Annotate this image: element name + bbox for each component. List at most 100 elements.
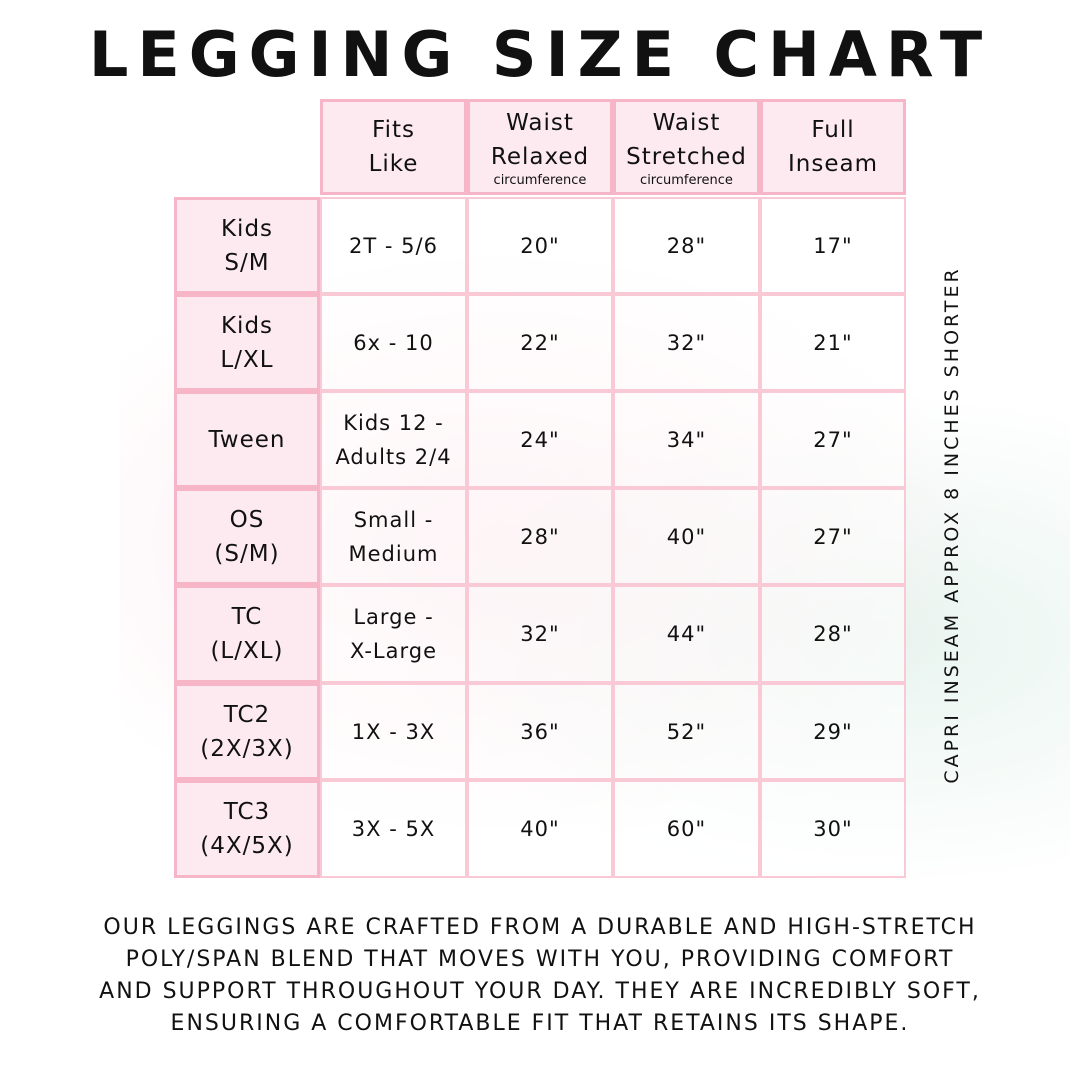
cell-text: OS	[229, 506, 265, 533]
cell-text: 30"	[813, 817, 853, 841]
fits-like-cell: Large - X-Large	[320, 585, 467, 683]
cell-text: Kids	[220, 215, 274, 242]
cell-text: 52"	[666, 719, 707, 744]
cell-text: 6x - 10	[353, 330, 434, 355]
inseam-cell: 30"	[760, 780, 906, 878]
cell-text: 28"	[813, 622, 853, 646]
waist-stretched-cell: 32"	[613, 294, 760, 391]
cell-text: Large -	[353, 605, 434, 629]
cell-text: TC	[231, 604, 263, 630]
column-header: Waist Stretched circumference	[613, 99, 760, 195]
row-header: Kids S/M	[174, 197, 320, 294]
waist-stretched-cell: 44"	[613, 585, 760, 683]
cell-text: 28"	[666, 233, 707, 258]
cell-text: (4X/5X)	[200, 833, 294, 859]
waist-relaxed-cell: 36"	[467, 683, 613, 780]
inseam-cell: 28"	[760, 585, 906, 683]
cell-text: Relaxed	[490, 144, 590, 170]
fits-like-cell: 1X - 3X	[320, 683, 467, 780]
capri-note: CAPRI INSEAM APPROX 8 INCHES SHORTER	[941, 266, 963, 784]
waist-stretched-cell: 52"	[613, 683, 760, 780]
cell-text: 2T - 5/6	[349, 233, 438, 258]
cell-text: 60"	[666, 817, 707, 841]
cell-text: Medium	[348, 541, 439, 566]
cell-text: 22"	[520, 330, 560, 355]
waist-stretched-cell: 28"	[613, 197, 760, 294]
row-header: TC (L/XL)	[174, 585, 320, 683]
cell-text: 28"	[520, 524, 560, 549]
fits-like-cell: Small - Medium	[320, 488, 467, 585]
cell-text: Waist	[652, 110, 721, 136]
cell-text: TC3	[223, 799, 271, 825]
cell-text: Kids	[220, 312, 274, 339]
cell-text: circumference	[640, 173, 733, 188]
waist-stretched-cell: 40"	[613, 488, 760, 585]
cell-text: 32"	[666, 330, 707, 355]
row-header: TC2 (2X/3X)	[174, 683, 320, 780]
inseam-cell: 27"	[760, 488, 906, 585]
cell-text: 29"	[813, 719, 853, 744]
row-header: Tween	[174, 391, 320, 488]
inseam-cell: 17"	[760, 197, 906, 294]
inseam-cell: 27"	[760, 391, 906, 488]
description-line: ensuring a comfortable fit that retains …	[170, 1011, 910, 1036]
cell-text: Small -	[353, 507, 434, 532]
inseam-cell: 29"	[760, 683, 906, 780]
cell-text: 21"	[813, 330, 853, 355]
cell-text: Tween	[208, 426, 286, 453]
description-line: and support throughout your day. They ar…	[99, 979, 981, 1004]
cell-text: X-Large	[349, 639, 437, 663]
cell-text: 1X - 3X	[351, 719, 436, 744]
cell-text: S/M	[224, 249, 270, 276]
column-header: Waist Relaxed circumference	[467, 99, 613, 195]
waist-relaxed-cell: 20"	[467, 197, 613, 294]
cell-text: Adults 2/4	[335, 444, 452, 469]
cell-text: 34"	[666, 427, 707, 452]
cell-text: 40"	[520, 817, 560, 841]
column-header: Full Inseam	[760, 99, 906, 195]
cell-text: 20"	[520, 233, 560, 258]
cell-text: Kids 12 -	[343, 410, 444, 435]
cell-text: 32"	[520, 622, 560, 646]
cell-text: Full	[811, 117, 855, 143]
cell-text: (2X/3X)	[200, 735, 294, 762]
fits-like-cell: Kids 12 - Adults 2/4	[320, 391, 467, 488]
waist-relaxed-cell: 28"	[467, 488, 613, 585]
cell-text: 17"	[813, 233, 853, 258]
fits-like-cell: 2T - 5/6	[320, 197, 467, 294]
waist-relaxed-cell: 24"	[467, 391, 613, 488]
waist-relaxed-cell: 22"	[467, 294, 613, 391]
cell-text: Inseam	[788, 151, 878, 177]
cell-text: 44"	[666, 622, 707, 646]
cell-text: circumference	[493, 173, 587, 188]
description-line: Our leggings are crafted from a durable …	[103, 915, 977, 940]
description: Our leggings are crafted from a durable …	[0, 912, 1080, 1040]
waist-stretched-cell: 34"	[613, 391, 760, 488]
cell-text: 27"	[813, 427, 853, 452]
waist-relaxed-cell: 32"	[467, 585, 613, 683]
waist-stretched-cell: 60"	[613, 780, 760, 878]
page-title: LEGGING SIZE CHART	[88, 18, 992, 91]
cell-text: 40"	[666, 524, 707, 549]
cell-text: (L/XL)	[210, 638, 284, 664]
cell-text: Like	[368, 151, 419, 177]
cell-text: Waist	[506, 110, 574, 136]
row-header: TC3 (4X/5X)	[174, 780, 320, 878]
cell-text: 27"	[813, 524, 853, 549]
cell-text: 36"	[520, 719, 560, 744]
row-header: OS (S/M)	[174, 488, 320, 585]
cell-text: TC2	[223, 701, 271, 728]
cell-text: Fits	[372, 117, 415, 143]
waist-relaxed-cell: 40"	[467, 780, 613, 878]
inseam-cell: 21"	[760, 294, 906, 391]
cell-text: 3X - 5X	[351, 817, 436, 841]
fits-like-cell: 3X - 5X	[320, 780, 467, 878]
column-header: Fits Like	[320, 99, 467, 195]
cell-text: (S/M)	[214, 540, 280, 567]
cell-text: 24"	[520, 427, 560, 452]
row-header: Kids L/XL	[174, 294, 320, 391]
description-line: poly/span blend that moves with you, pro…	[125, 947, 955, 972]
fits-like-cell: 6x - 10	[320, 294, 467, 391]
cell-text: L/XL	[220, 346, 274, 373]
cell-text: Stretched	[626, 144, 747, 170]
